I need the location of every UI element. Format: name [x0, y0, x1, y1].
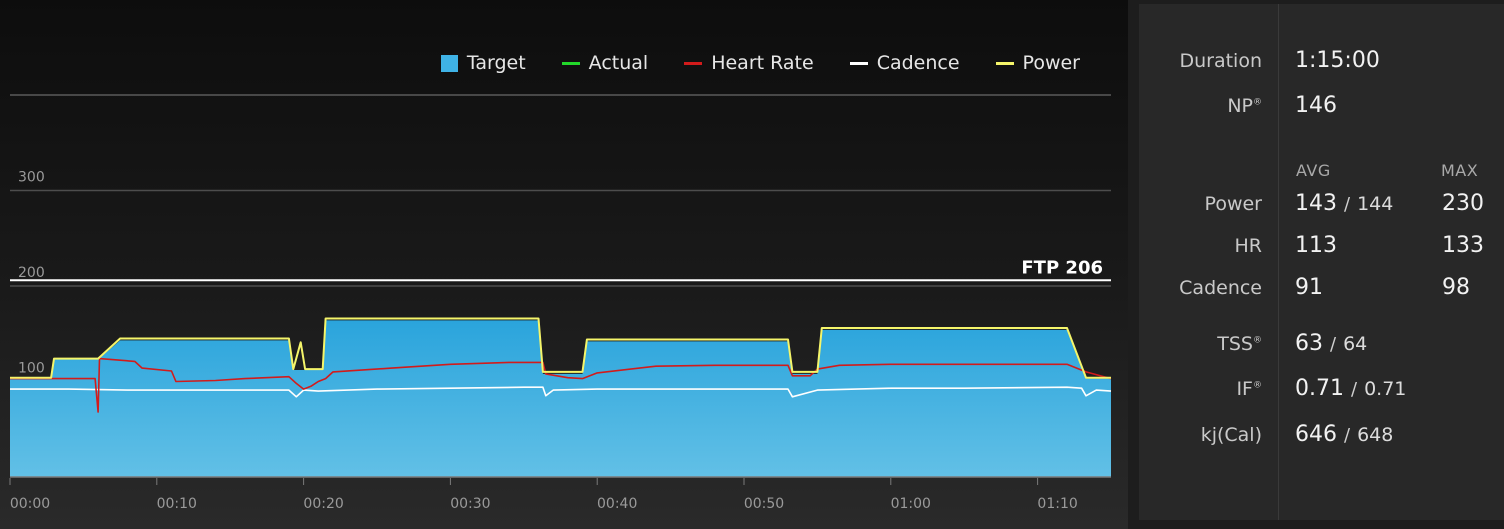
legend-item-target[interactable]: Target: [440, 52, 526, 74]
kj-value: 646 / 648: [1295, 422, 1394, 447]
np-value: 146: [1295, 93, 1337, 118]
legend-item-actual[interactable]: Actual: [561, 52, 649, 74]
x-tick-label: 01:10: [1037, 496, 1077, 512]
power-max-value: 230: [1442, 191, 1484, 216]
x-tick-label: 00:00: [10, 496, 50, 512]
avg-column-header: AVG: [1296, 161, 1331, 180]
x-tick-label: 00:40: [597, 496, 637, 512]
legend-label: Actual: [588, 52, 649, 74]
registered-mark: ®: [1253, 97, 1262, 108]
x-tick-label: 00:10: [157, 496, 197, 512]
legend-swatch: [561, 61, 580, 65]
kj-alt: 648: [1357, 424, 1394, 446]
x-tick-label: 01:00: [891, 496, 931, 512]
tss-label: TSS®: [1217, 333, 1262, 355]
tss-value: 63 / 64: [1295, 331, 1368, 356]
y-tick-label: 100: [18, 361, 45, 377]
if-value: 0.71 / 0.71: [1295, 376, 1407, 401]
duration-label: Duration: [1179, 50, 1262, 72]
np-label: NP®: [1227, 95, 1262, 117]
registered-mark: ®: [1253, 335, 1262, 346]
stats-labels: Duration NP® Power HR Cadence TSS® IF® k…: [1130, 0, 1262, 529]
heart-rate-series-line: [10, 357, 1112, 413]
cadence-avg-value: 91: [1295, 275, 1323, 300]
legend-swatch: [440, 54, 458, 72]
hr-avg-value: 113: [1295, 233, 1337, 258]
cadence-series-line: [10, 386, 1112, 398]
power-avg-value: 143 / 144: [1295, 191, 1394, 216]
legend-label: Target: [466, 52, 526, 74]
tss-alt: 64: [1343, 333, 1368, 355]
if-alt: 0.71: [1364, 378, 1407, 400]
if-label: IF®: [1236, 378, 1262, 400]
max-column-header: MAX: [1441, 161, 1479, 180]
legend-label: Cadence: [876, 52, 960, 74]
stats-panel: [1139, 4, 1504, 520]
y-tick-label: 300: [18, 170, 45, 186]
duration-value: 1:15:00: [1295, 48, 1380, 73]
hr-max-value: 133: [1442, 233, 1484, 258]
power-avg-alt: 144: [1357, 193, 1394, 215]
legend-label: Heart Rate: [711, 52, 814, 74]
cadence-max-value: 98: [1442, 275, 1470, 300]
y-tick-label: 200: [18, 265, 45, 281]
target-area: [10, 320, 1111, 477]
legend-swatch: [684, 61, 703, 65]
x-tick-label: 00:50: [744, 496, 784, 512]
chart-panel: 100 200 300 FTP 206 00:00 00:10 00:20 00:30 00:4…: [0, 0, 1128, 529]
chart-legend: Target Actual Heart Rate Cadence Power: [440, 50, 1080, 76]
power-label: Power: [1204, 193, 1262, 215]
x-tick-label: 00:30: [450, 496, 490, 512]
kj-label: kj(Cal): [1200, 424, 1262, 446]
legend-item-heart-rate[interactable]: Heart Rate: [684, 52, 814, 74]
ftp-label: FTP 206: [1021, 257, 1103, 278]
registered-mark: ®: [1253, 380, 1262, 391]
cadence-label: Cadence: [1179, 277, 1262, 299]
x-tick-label: 00:20: [303, 496, 343, 512]
stats-divider: [1278, 4, 1279, 520]
legend-swatch: [995, 61, 1014, 65]
legend-item-cadence[interactable]: Cadence: [849, 52, 960, 74]
legend-label: Power: [1022, 52, 1080, 74]
power-series-line: [10, 317, 1111, 379]
legend-swatch: [849, 61, 868, 65]
hr-label: HR: [1234, 235, 1263, 257]
workout-chart: 100 200 300 FTP 206 00:00 00:10 00:20 00:30 00:4…: [9, 94, 1112, 512]
legend-item-power[interactable]: Power: [995, 52, 1080, 74]
